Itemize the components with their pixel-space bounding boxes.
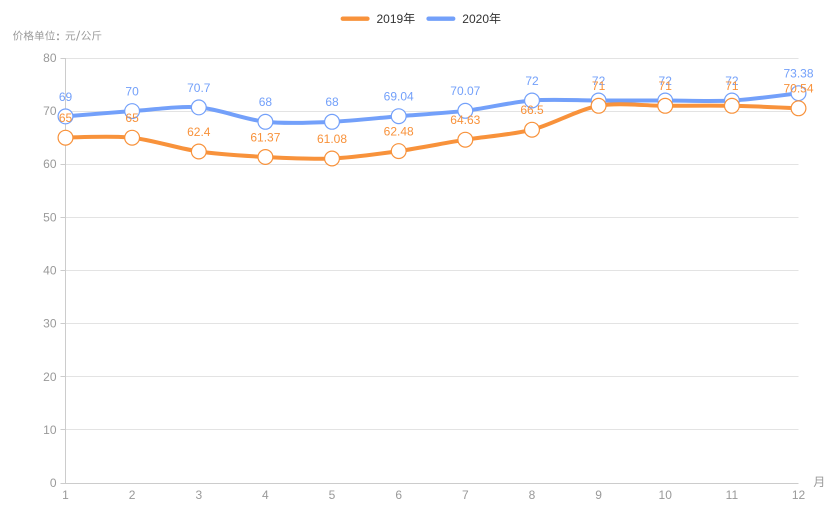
svg-text:2020: 2020	[462, 12, 489, 26]
svg-text:71: 71	[592, 79, 606, 93]
svg-text:40: 40	[43, 264, 57, 278]
svg-text:9: 9	[595, 488, 602, 502]
svg-text:73.38: 73.38	[783, 67, 813, 81]
svg-text:2019: 2019	[377, 12, 404, 26]
svg-text:70.07: 70.07	[450, 84, 480, 98]
svg-text:4: 4	[262, 488, 269, 502]
svg-text:71: 71	[659, 79, 673, 93]
svg-text:70.7: 70.7	[187, 81, 211, 95]
svg-text:72: 72	[525, 74, 539, 88]
svg-text:72: 72	[659, 74, 673, 88]
svg-text:70.54: 70.54	[783, 82, 813, 96]
svg-text:65: 65	[125, 111, 139, 125]
svg-text:30: 30	[43, 317, 57, 331]
svg-text:12: 12	[792, 488, 806, 502]
svg-text:5: 5	[329, 488, 336, 502]
svg-text:65: 65	[59, 111, 73, 125]
svg-text:3: 3	[195, 488, 202, 502]
svg-text:0: 0	[50, 476, 57, 490]
svg-text:11: 11	[726, 488, 739, 502]
svg-text:72: 72	[725, 74, 739, 88]
svg-text:69: 69	[59, 90, 73, 104]
svg-text:68: 68	[325, 95, 339, 109]
svg-text:60: 60	[43, 157, 57, 171]
svg-text:70: 70	[43, 104, 57, 118]
svg-text:20: 20	[43, 370, 57, 384]
svg-text:62.4: 62.4	[187, 125, 211, 139]
svg-text:66.5: 66.5	[520, 103, 544, 117]
svg-text:68: 68	[259, 95, 273, 109]
svg-text:1: 1	[62, 488, 69, 502]
svg-text:69.04: 69.04	[384, 90, 414, 104]
svg-text:7: 7	[462, 488, 469, 502]
svg-text:6: 6	[395, 488, 402, 502]
svg-text:70: 70	[125, 85, 139, 99]
svg-text:50: 50	[43, 210, 57, 224]
svg-text:72: 72	[592, 74, 606, 88]
svg-text:10: 10	[43, 423, 57, 437]
svg-text:71: 71	[725, 79, 739, 93]
svg-text:61.08: 61.08	[317, 132, 347, 146]
svg-text:61.37: 61.37	[250, 130, 280, 144]
svg-text:10: 10	[659, 488, 673, 502]
svg-text:80: 80	[43, 51, 57, 65]
svg-text:64.63: 64.63	[450, 113, 480, 127]
svg-text:62.48: 62.48	[384, 125, 414, 139]
svg-text:2: 2	[129, 488, 136, 502]
svg-text:8: 8	[529, 488, 536, 502]
